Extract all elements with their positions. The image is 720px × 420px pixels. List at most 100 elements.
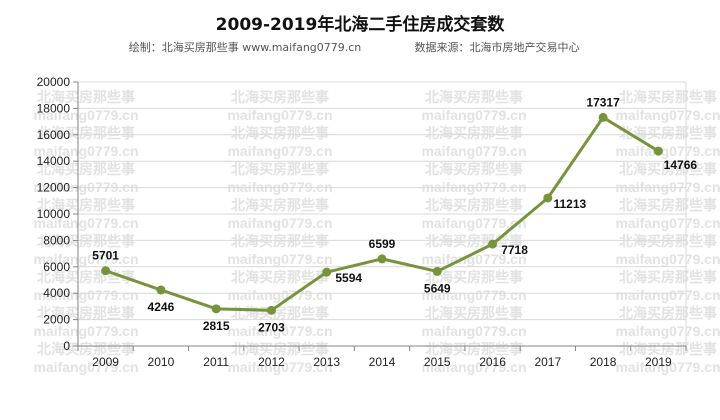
- watermark-text: 北海买房那些事: [231, 161, 329, 178]
- y-tick-label: 2000: [43, 313, 70, 327]
- watermark-text: maifang0779.cn: [33, 287, 138, 303]
- data-point: [101, 266, 111, 276]
- y-tick-label: 0: [63, 339, 70, 353]
- watermark-text: 北海买房那些事: [231, 233, 329, 250]
- watermark-text: maifang0779.cn: [615, 143, 720, 159]
- watermark-text: maifang0779.cn: [227, 287, 332, 303]
- watermark-text: maifang0779.cn: [421, 359, 526, 375]
- credit-text: 绘制：北海买房那些事 www.maifang0779.cn: [129, 40, 362, 54]
- data-point: [266, 305, 276, 315]
- grid-layer: [78, 81, 687, 346]
- watermark-text: 北海买房那些事: [425, 125, 523, 142]
- watermark-text: 北海买房那些事: [37, 161, 135, 178]
- watermark-text: maifang0779.cn: [227, 143, 332, 159]
- watermark-text: 北海买房那些事: [37, 89, 135, 106]
- watermark-text: 北海买房那些事: [37, 233, 135, 250]
- watermark-text: maifang0779.cn: [421, 287, 526, 303]
- watermark-text: maifang0779.cn: [421, 323, 526, 339]
- watermark-text: 北海买房那些事: [425, 197, 523, 214]
- x-tick-label: 2014: [369, 355, 396, 369]
- watermark-text: 北海买房那些事: [231, 197, 329, 214]
- watermark-text: 北海买房那些事: [37, 197, 135, 214]
- watermark-text: 北海买房那些事: [37, 305, 135, 322]
- data-label: 14766: [664, 158, 698, 172]
- watermark-text: 北海买房那些事: [231, 89, 329, 106]
- watermark-text: 北海买房那些事: [37, 125, 135, 142]
- data-point: [156, 285, 166, 295]
- y-tick-label: 20000: [37, 75, 71, 89]
- x-tick-label: 2012: [258, 355, 285, 369]
- data-label: 4246: [148, 300, 175, 314]
- watermark-text: maifang0779.cn: [615, 251, 720, 267]
- y-tick-label: 18000: [37, 101, 71, 115]
- y-tick-label: 16000: [37, 128, 71, 142]
- x-tick-label: 2017: [534, 355, 561, 369]
- chart-title: 2009-2019年北海二手住房成交套数: [216, 14, 506, 35]
- watermark-text: maifang0779.cn: [227, 107, 332, 123]
- data-point: [488, 239, 498, 249]
- watermark-text: maifang0779.cn: [421, 179, 526, 195]
- watermark-text: 北海买房那些事: [619, 89, 717, 106]
- series-layer: [101, 112, 663, 315]
- watermark-text: maifang0779.cn: [615, 107, 720, 123]
- source-text: 数据来源：北海市房地产交易中心: [415, 40, 580, 54]
- x-tick-label: 2018: [590, 355, 617, 369]
- watermark-text: maifang0779.cn: [33, 143, 138, 159]
- data-label: 5701: [92, 249, 119, 263]
- data-label-layer: 5701 4246 2815 2703 5594 6599 5649 7718 11213 173…: [92, 95, 697, 334]
- data-point: [543, 193, 553, 203]
- data-point: [598, 112, 608, 122]
- x-tick-label: 2013: [313, 355, 340, 369]
- data-label: 2815: [203, 319, 230, 333]
- data-label: 5594: [335, 271, 362, 285]
- data-label: 2703: [258, 320, 285, 334]
- watermark-text: 北海买房那些事: [619, 305, 717, 322]
- watermark-text: 北海买房那些事: [425, 161, 523, 178]
- x-tick-label: 2011: [203, 355, 229, 369]
- data-point: [322, 267, 332, 277]
- watermark-text: maifang0779.cn: [33, 179, 138, 195]
- watermark-text: maifang0779.cn: [227, 179, 332, 195]
- data-label: 6599: [369, 237, 396, 251]
- watermark-text: maifang0779.cn: [615, 359, 720, 375]
- watermark-layer: 北海买房那些事maifang0779.cn北海买房那些事maifang0779.…: [33, 89, 720, 375]
- data-point: [377, 254, 387, 264]
- watermark-text: 北海买房那些事: [619, 125, 717, 142]
- watermark-text: maifang0779.cn: [421, 251, 526, 267]
- watermark-text: 北海买房那些事: [425, 341, 523, 358]
- watermark-text: maifang0779.cn: [615, 323, 720, 339]
- watermark-text: maifang0779.cn: [33, 215, 138, 231]
- x-tick-label: 2015: [424, 355, 451, 369]
- watermark-text: maifang0779.cn: [33, 107, 138, 123]
- x-tick-label: 2019: [645, 355, 672, 369]
- watermark-text: maifang0779.cn: [33, 359, 138, 375]
- y-tick-label: 14000: [37, 154, 71, 168]
- y-tick-label: 6000: [43, 260, 70, 274]
- watermark-text: 北海买房那些事: [425, 305, 523, 322]
- data-label: 17317: [586, 95, 620, 109]
- watermark-text: maifang0779.cn: [421, 143, 526, 159]
- data-point: [432, 266, 442, 276]
- watermark-text: 北海买房那些事: [619, 233, 717, 250]
- data-label: 5649: [424, 281, 451, 295]
- watermark-text: 北海买房那些事: [231, 125, 329, 142]
- axis-layer: 0 2000 4000 6000 8000 10000 12000 14000 16000 180…: [37, 75, 687, 369]
- watermark-text: 北海买房那些事: [619, 161, 717, 178]
- x-tick-label: 2009: [92, 355, 119, 369]
- data-point: [211, 304, 221, 314]
- watermark-text: maifang0779.cn: [33, 251, 138, 267]
- y-tick-label: 4000: [43, 286, 70, 300]
- data-label: 11213: [553, 197, 586, 211]
- watermark-text: maifang0779.cn: [227, 323, 332, 339]
- watermark-text: 北海买房那些事: [37, 341, 135, 358]
- watermark-text: maifang0779.cn: [615, 215, 720, 231]
- watermark-text: 北海买房那些事: [425, 269, 523, 286]
- data-point: [653, 146, 663, 156]
- watermark-text: maifang0779.cn: [421, 107, 526, 123]
- y-tick-label: 8000: [43, 233, 70, 247]
- watermark-text: maifang0779.cn: [33, 323, 138, 339]
- watermark-text: maifang0779.cn: [227, 215, 332, 231]
- watermark-text: maifang0779.cn: [227, 251, 332, 267]
